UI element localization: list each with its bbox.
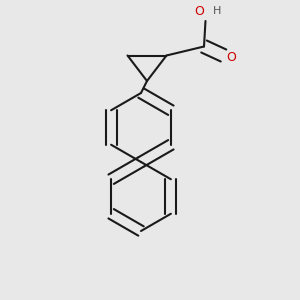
Text: H: H xyxy=(213,7,221,16)
Text: O: O xyxy=(194,5,204,18)
Text: O: O xyxy=(226,50,236,64)
